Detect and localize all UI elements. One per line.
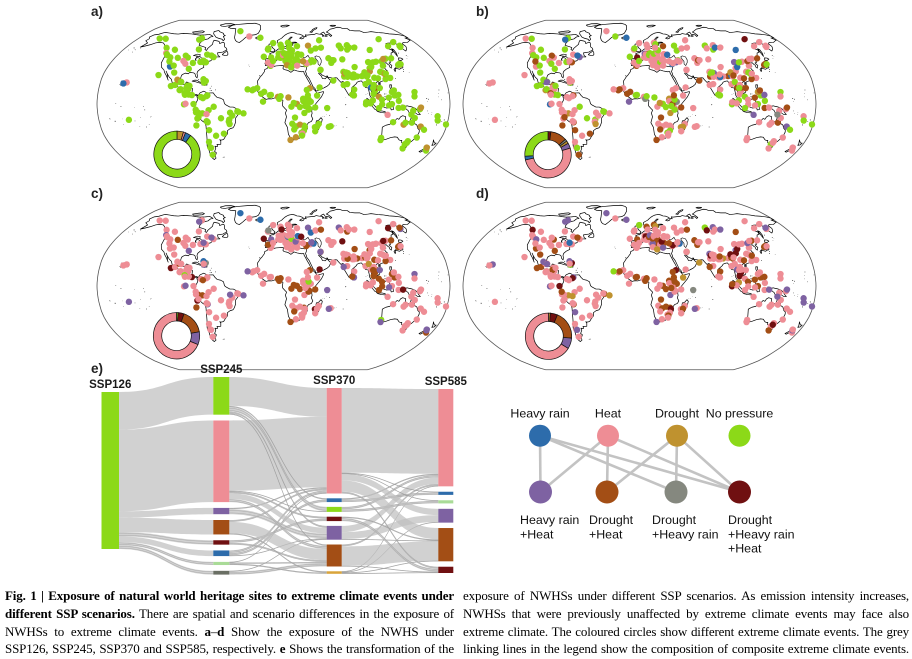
sankey-column-label: SSP126 <box>89 379 131 391</box>
panel-label-d: d) <box>476 186 489 201</box>
caption-left-column: Fig. 1 | Exposure of natural world herit… <box>5 587 454 658</box>
legend-circle-no_pressure <box>728 424 751 447</box>
sankey-column-label: SSP370 <box>313 375 355 387</box>
donut-SSP370 <box>152 312 201 360</box>
site-dots-SSP245 <box>486 27 816 158</box>
legend-label-hr_heat: +Heat <box>520 527 554 541</box>
legend-label-dhrh: Drought <box>728 513 773 527</box>
legend-label-d_heat: +Heat <box>589 527 623 541</box>
site-dots-SSP370 <box>120 209 450 340</box>
sankey-column-label: SSP585 <box>425 376 468 388</box>
caption-line: NWHSs that were previously unaffected by… <box>463 605 909 621</box>
legend-circle-d_hr <box>664 480 688 504</box>
legend-label-d_hr: +Heavy rain <box>652 527 719 541</box>
legend-label-heavy_rain: Heavy rain <box>510 407 569 421</box>
caption-line: different SSP scenarios. There are spati… <box>5 605 454 621</box>
map-ssp585 <box>462 201 817 371</box>
caption-line: linking lines in the legend show the com… <box>463 641 909 657</box>
site-dots-SSP126 <box>120 27 450 158</box>
legend-circle-heat <box>597 424 619 447</box>
sankey-diagram: SSP126 SSP245 SSP370 SSP585 <box>89 364 468 575</box>
map-ssp245 <box>462 19 817 189</box>
donut-SSP245 <box>524 131 572 179</box>
site-dots-SSP585 <box>486 209 816 340</box>
map-ssp370 <box>96 201 451 371</box>
legend-circle-heavy_rain <box>529 424 551 447</box>
legend-links <box>538 434 741 494</box>
legend-circle-d_heat <box>595 480 619 504</box>
legend-label-hr_heat: Heavy rain <box>520 513 579 527</box>
legend-label-no_pressure: No pressure <box>706 407 774 421</box>
caption-line: exposure of NWHSs under different SSP sc… <box>463 588 909 603</box>
donut-SSP126 <box>153 130 201 178</box>
climate-event-legend: Heavy rain Heat Drought No pressure Heavy ra… <box>510 407 795 556</box>
donut-SSP585 <box>525 312 572 360</box>
panel-label-a: a) <box>91 4 104 19</box>
legend-label-dhrh: +Heavy rain <box>728 527 795 541</box>
panel-label-c: c) <box>91 186 104 201</box>
legend-label-heat: Heat <box>595 407 622 421</box>
caption-line: extreme climate. The coloured circles sh… <box>463 623 909 639</box>
map-ssp126 <box>96 19 451 189</box>
legend-label-d_hr: Drought <box>652 513 697 527</box>
sankey-column-label: SSP245 <box>200 364 243 376</box>
legend-label-d_heat: Drought <box>589 513 634 527</box>
legend-circle-hr_heat <box>529 480 552 504</box>
legend-label-drought: Drought <box>655 407 700 421</box>
legend-circle-drought <box>666 424 688 447</box>
legend-circle-dhrh <box>728 480 751 504</box>
sankey-nodes: SSP126 SSP245 SSP370 SSP585 <box>89 364 468 575</box>
caption-right-column: exposure of NWHSs under different SSP sc… <box>463 587 909 658</box>
panel-label-e: e) <box>91 361 104 376</box>
legend-label-dhrh: +Heat <box>728 542 762 556</box>
caption-line: SSP126, SSP245, SSP370 and SSP585, respe… <box>5 641 454 657</box>
caption-line: NWHSs to extreme climate events. a–d Sho… <box>5 623 454 639</box>
panel-label-b: b) <box>476 4 489 19</box>
sankey-links <box>118 377 439 575</box>
caption-line: Fig. 1 | Exposure of natural world herit… <box>5 588 454 603</box>
